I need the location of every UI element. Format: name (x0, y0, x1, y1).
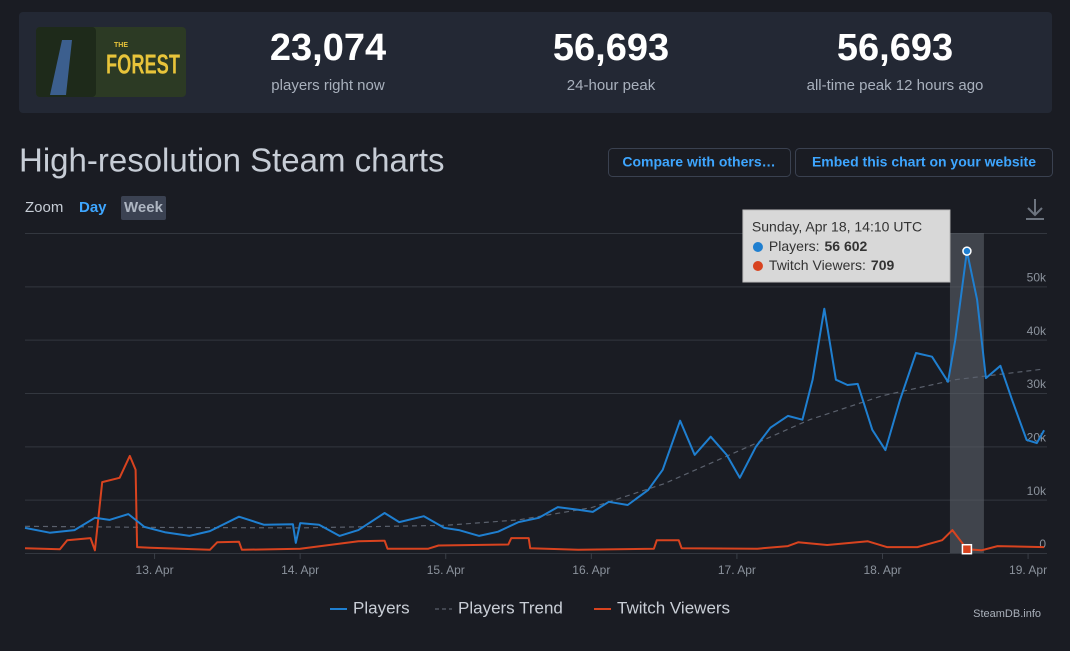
tooltip-swatch (752, 242, 763, 252)
x-tick-label: 16. Apr (572, 563, 610, 577)
tooltip-row: Twitch Viewers: 709 (769, 257, 895, 273)
zoom-label: Zoom (25, 199, 63, 216)
page-title: High-resolution Steam charts (19, 142, 445, 179)
tooltip-title: Sunday, Apr 18, 14:10 UTC (752, 219, 922, 235)
legend-label: Players Trend (458, 598, 563, 617)
tooltip-row: Players: 56 602 (769, 238, 868, 254)
tooltip-row-value: 709 (871, 257, 895, 273)
zoom-day[interactable]: Day (79, 199, 107, 216)
y-tick-label: 0 (1039, 537, 1046, 551)
stat-label: all-time peak 12 hours ago (807, 77, 984, 94)
credit[interactable]: SteamDB.info (973, 608, 1041, 620)
x-tick-label: 19. Apr (1009, 563, 1047, 577)
stat-value: 56,693 (837, 27, 953, 69)
tooltip-box (742, 209, 951, 283)
zoom-week[interactable]: Week (124, 199, 164, 216)
stat-label: players right now (271, 77, 385, 94)
stat-value: 23,074 (270, 27, 386, 69)
tooltip-swatch (752, 261, 763, 271)
stat-value: 56,693 (553, 27, 669, 69)
legend-label: Players (353, 598, 410, 617)
embed-button[interactable] (795, 148, 1053, 177)
compare-button-label[interactable]: Compare with others… (622, 154, 775, 170)
y-tick-label: 30k (1027, 377, 1047, 391)
hover-point (961, 543, 973, 555)
y-tick-label: 10k (1027, 484, 1047, 498)
zoom-week-bg[interactable] (121, 196, 166, 220)
series-line (24, 368, 1045, 529)
x-tick-label: 17. Apr (718, 563, 756, 577)
download-icon[interactable] (1026, 199, 1044, 220)
tooltip-row-name: Twitch Viewers: (769, 257, 866, 273)
compare-button[interactable] (608, 148, 791, 177)
x-tick-label: 13. Apr (136, 563, 174, 577)
embed-button-label[interactable]: Embed this chart on your website (812, 154, 1036, 170)
x-tick-label: 14. Apr (281, 563, 319, 577)
header-panel (19, 12, 1052, 113)
x-tick-label: 15. Apr (427, 563, 465, 577)
y-tick-label: 40k (1027, 324, 1047, 338)
x-tick-label: 18. Apr (863, 563, 901, 577)
tooltip-row-name: Players: (769, 238, 820, 254)
stat-label: 24-hour peak (567, 77, 656, 94)
logo-small-text: THE (114, 42, 128, 49)
series-line (24, 454, 1045, 552)
series-line (24, 250, 1045, 544)
logo-figure (50, 40, 72, 95)
download-glyph[interactable] (1026, 199, 1044, 220)
game-logo[interactable]: THE FOREST (36, 27, 186, 97)
tooltip-row-value: 56 602 (825, 238, 868, 254)
hover-point (962, 246, 972, 256)
hover-band (949, 233, 984, 553)
legend-label: Twitch Viewers (617, 598, 730, 617)
logo-text: FOREST (106, 48, 180, 79)
y-tick-label: 50k (1027, 271, 1047, 285)
